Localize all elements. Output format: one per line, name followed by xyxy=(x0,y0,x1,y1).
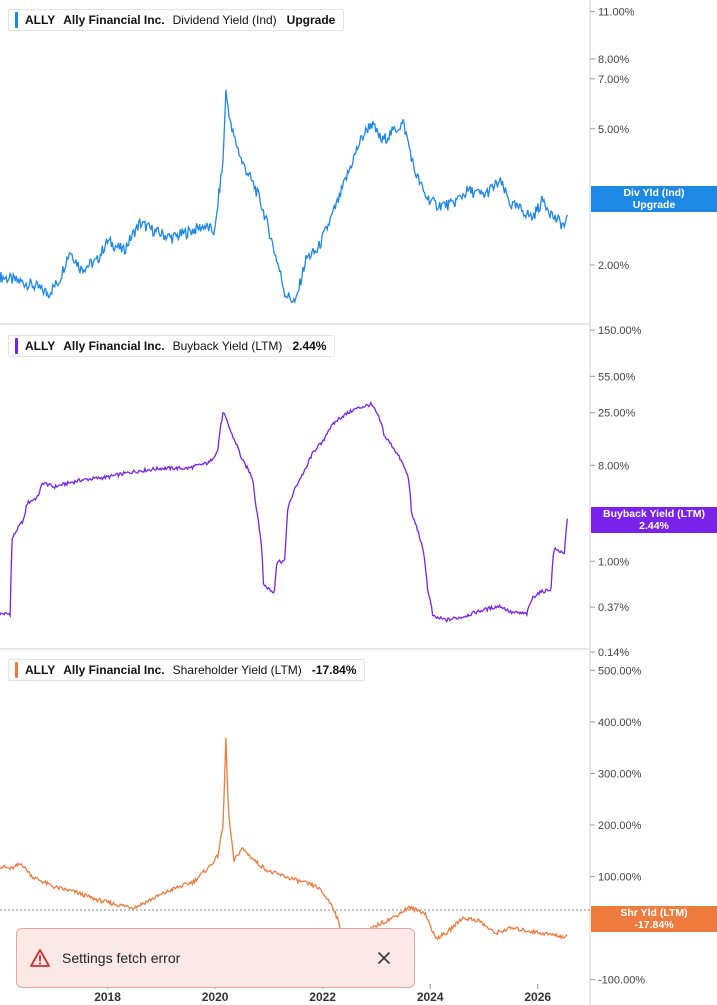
y-tick-label: 2.00% xyxy=(598,260,629,272)
y-tick-label: 500.00% xyxy=(598,665,642,677)
legend-swatch xyxy=(15,338,18,354)
legend-ticker: ALLY xyxy=(25,663,56,677)
y-tick-label: 8.00% xyxy=(598,460,629,472)
y-tick-label: 0.37% xyxy=(598,602,629,614)
legend-swatch xyxy=(15,662,18,678)
x-tick-label: 2026 xyxy=(524,990,551,1004)
legend-ticker: ALLY xyxy=(25,13,56,27)
error-toast: Settings fetch error xyxy=(16,928,415,988)
tag-value: Upgrade xyxy=(632,199,676,211)
x-tick-label: 2022 xyxy=(309,990,336,1004)
tag-metric: Buyback Yield (LTM) xyxy=(603,508,705,520)
y-tick-label: -100.00% xyxy=(598,975,645,987)
y-tick-label: 200.00% xyxy=(598,820,642,832)
legend-ticker: ALLY xyxy=(25,339,56,353)
current-value-tag-buyback: Buyback Yield (LTM) 2.44% xyxy=(591,507,717,533)
y-tick-label: 8.00% xyxy=(598,54,629,66)
tag-value: 2.44% xyxy=(639,520,669,532)
legend-metric: Dividend Yield (Ind) xyxy=(172,13,277,27)
current-value-tag-dividend: Div Yld (Ind) Upgrade xyxy=(591,186,717,212)
series-line-1 xyxy=(0,400,568,623)
tag-metric: Div Yld (Ind) xyxy=(623,187,685,199)
legend-company: Ally Financial Inc. xyxy=(63,663,165,677)
y-tick-label: 0.14% xyxy=(598,647,629,659)
y-tick-label: 11.00% xyxy=(598,7,635,19)
tag-metric: Shr Yld (LTM) xyxy=(620,907,688,919)
legend-dividend-yield[interactable]: ALLY Ally Financial Inc. Dividend Yield … xyxy=(8,9,345,31)
legend-buyback-yield[interactable]: ALLY Ally Financial Inc. Buyback Yield (… xyxy=(8,335,336,357)
y-tick-label: 400.00% xyxy=(598,717,642,729)
legend-metric: Buyback Yield (LTM) xyxy=(172,339,283,353)
x-tick-label: 2020 xyxy=(202,990,229,1004)
legend-value: 2.44% xyxy=(292,339,327,353)
tag-value: -17.84% xyxy=(634,919,674,931)
legend-value: -17.84% xyxy=(311,663,357,677)
y-tick-label: 100.00% xyxy=(598,872,642,884)
close-icon[interactable] xyxy=(372,946,396,970)
x-tick-label: 2018 xyxy=(94,990,121,1004)
legend-company: Ally Financial Inc. xyxy=(63,13,165,27)
legend-swatch xyxy=(15,12,18,28)
legend-metric: Shareholder Yield (LTM) xyxy=(172,663,302,677)
x-tick-label: 2024 xyxy=(417,990,444,1004)
series-line-2 xyxy=(0,737,568,952)
y-tick-label: 55.00% xyxy=(598,371,636,383)
y-tick-label: 25.00% xyxy=(598,408,636,420)
legend-company: Ally Financial Inc. xyxy=(63,339,165,353)
legend-value: Upgrade xyxy=(286,13,336,27)
current-value-tag-shareholder: Shr Yld (LTM) -17.84% xyxy=(591,906,717,932)
legend-shareholder-yield[interactable]: ALLY Ally Financial Inc. Shareholder Yie… xyxy=(8,659,366,681)
y-tick-label: 1.00% xyxy=(598,556,629,568)
series-line-0 xyxy=(0,89,568,305)
y-tick-label: 5.00% xyxy=(598,124,629,136)
warning-icon xyxy=(30,949,50,967)
y-tick-label: 300.00% xyxy=(598,768,642,780)
y-tick-label: 7.00% xyxy=(598,74,629,86)
toast-message: Settings fetch error xyxy=(62,950,181,966)
y-tick-label: 150.00% xyxy=(598,325,642,337)
